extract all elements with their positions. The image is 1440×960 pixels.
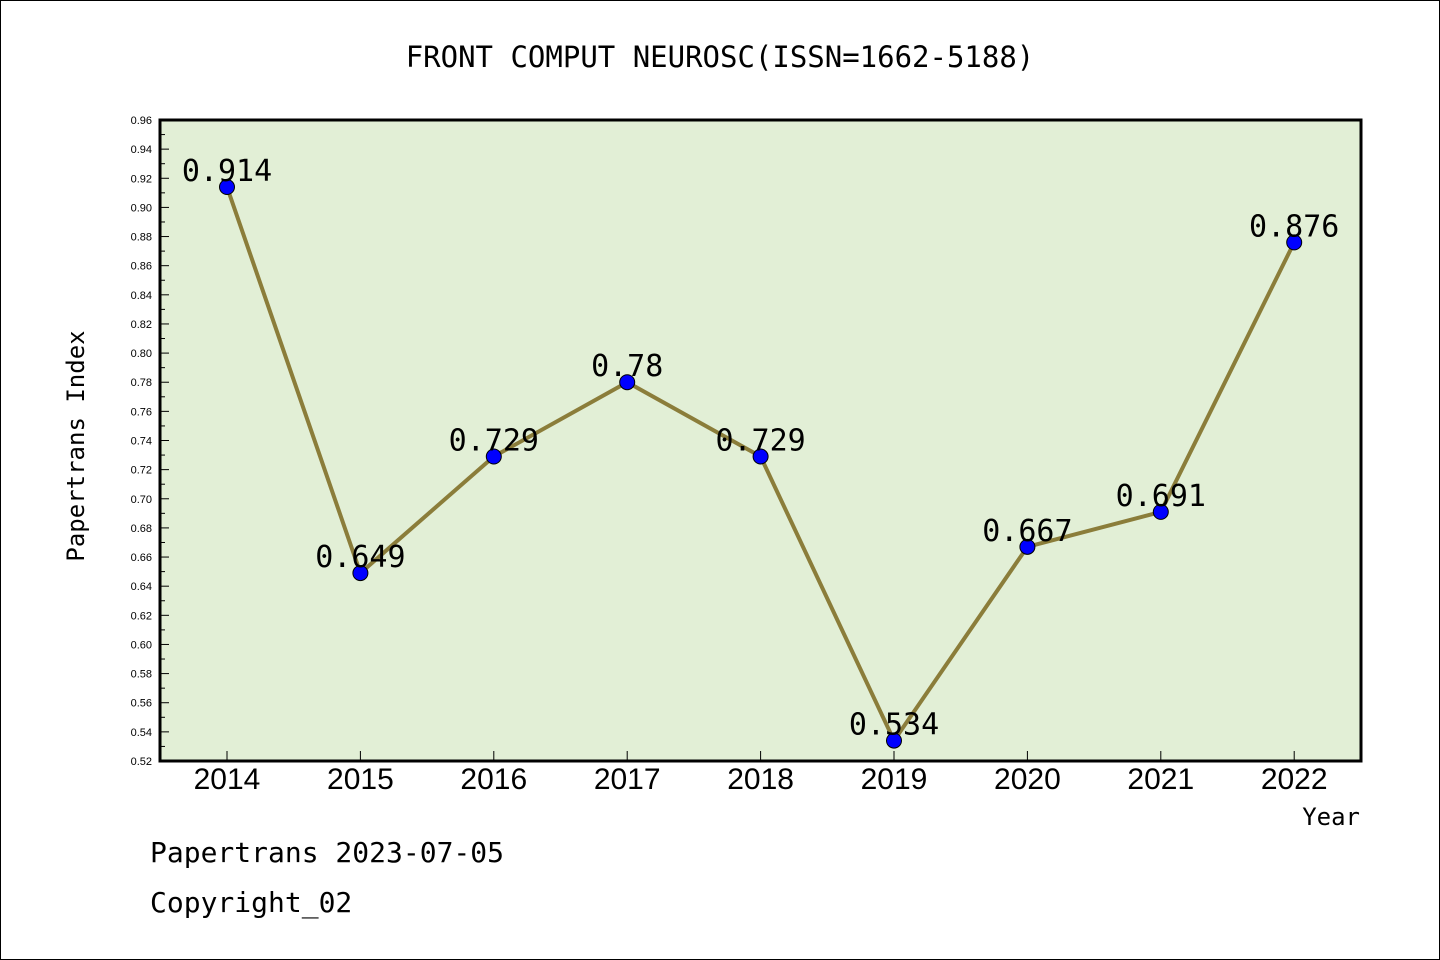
data-label: 0.729: [715, 424, 805, 459]
y-tick-label: 0.94: [131, 144, 152, 156]
chart-title: FRONT COMPUT NEUROSC(ISSN=1662-5188): [406, 40, 1035, 74]
y-tick-label: 0.78: [131, 377, 152, 389]
y-tick-label: 0.68: [131, 523, 152, 535]
y-tick-label: 0.86: [131, 261, 152, 273]
y-tick-label: 0.66: [131, 552, 152, 564]
x-tick-label: 2015: [327, 763, 394, 796]
y-tick-label: 0.92: [131, 173, 152, 185]
y-tick-label: 0.80: [131, 348, 152, 360]
x-axis: 2014 2015 2016 2017 2018 2019 2020 2021 2022: [194, 751, 1328, 796]
y-tick-label: 0.70: [131, 494, 152, 506]
data-label: 0.691: [1116, 479, 1206, 514]
data-point: [1152, 503, 1169, 520]
y-tick-label: 0.58: [131, 669, 152, 681]
y-tick-label: 0.64: [131, 581, 152, 593]
y-axis-label: Papertrans Index: [62, 330, 90, 561]
data-point: [1286, 234, 1303, 251]
data-label: 0.667: [982, 514, 1072, 549]
x-tick-label: 2020: [994, 763, 1061, 796]
data-point: [619, 374, 636, 391]
y-axis: 0.52 0.54 0.56 0.58 0.60 0.62 0.64 0.66 0.68 0.70…: [131, 115, 169, 768]
data-point: [886, 732, 902, 749]
x-tick-label: 2022: [1261, 763, 1328, 796]
x-tick-label: 2019: [861, 763, 928, 796]
y-tick-label: 0.90: [131, 202, 152, 214]
y-tick-label: 0.74: [131, 436, 152, 448]
data-point: [485, 448, 502, 465]
y-tick-label: 0.62: [131, 610, 152, 622]
x-tick-label: 2018: [727, 763, 794, 796]
footer-copyright: Copyright_02: [150, 886, 353, 919]
data-label: 0.649: [315, 540, 405, 575]
data-label: 0.78: [591, 349, 663, 384]
y-tick-label: 0.76: [131, 406, 152, 418]
data-point: [219, 179, 235, 196]
x-axis-label: Year: [1302, 803, 1360, 831]
data-label: 0.914: [182, 154, 272, 189]
y-tick-label: 0.60: [131, 639, 152, 651]
series-layer: 0.914 0.649 0.729 0.78 0.729 0.534 0.667 0.691 0…: [182, 154, 1339, 749]
y-tick-label: 0.88: [131, 232, 152, 244]
x-tick-label: 2021: [1127, 763, 1194, 796]
x-tick-label: 2016: [460, 763, 527, 796]
y-tick-label: 0.52: [131, 756, 152, 768]
y-tick-label: 0.84: [131, 290, 152, 302]
plot-area: [158, 118, 1363, 763]
x-tick-label: 2014: [194, 763, 261, 796]
data-point: [1019, 538, 1036, 555]
y-tick-label: 0.96: [131, 115, 152, 127]
y-tick-label: 0.56: [131, 698, 152, 710]
y-tick-label: 0.72: [131, 465, 152, 477]
data-point: [752, 448, 769, 465]
y-tick-label: 0.82: [131, 319, 152, 331]
x-tick-label: 2017: [594, 763, 661, 796]
data-label: 0.729: [449, 424, 539, 459]
data-label: 0.876: [1249, 209, 1339, 244]
y-tick-label: 0.54: [131, 727, 152, 739]
data-label: 0.534: [849, 708, 939, 743]
data-point: [352, 565, 369, 582]
footer-date: Papertrans 2023-07-05: [150, 836, 505, 869]
